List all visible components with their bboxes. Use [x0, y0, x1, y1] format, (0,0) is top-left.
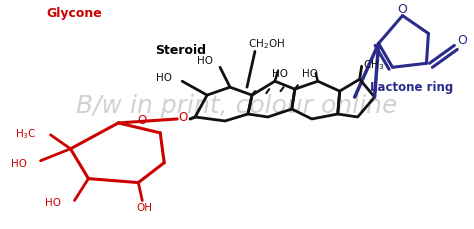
Text: CH$_3$: CH$_3$	[363, 58, 384, 72]
Text: O: O	[137, 114, 147, 127]
Text: HO: HO	[197, 56, 213, 66]
Text: H$_3$C: H$_3$C	[15, 126, 36, 140]
Text: O: O	[398, 3, 408, 16]
Text: Steroid: Steroid	[155, 44, 206, 57]
Text: HO: HO	[45, 198, 61, 207]
Text: Lactone ring: Lactone ring	[370, 81, 454, 94]
Text: OH: OH	[136, 203, 152, 213]
Text: B/w in print, colour online: B/w in print, colour online	[76, 94, 398, 117]
Text: HO: HO	[156, 73, 172, 83]
Text: HO: HO	[272, 69, 288, 79]
Text: Glycone: Glycone	[46, 7, 102, 20]
Text: HO: HO	[302, 69, 318, 79]
Text: HO: HO	[10, 158, 27, 168]
Text: O: O	[457, 34, 467, 47]
Text: O: O	[179, 111, 188, 124]
Text: CH$_2$OH: CH$_2$OH	[248, 37, 285, 51]
